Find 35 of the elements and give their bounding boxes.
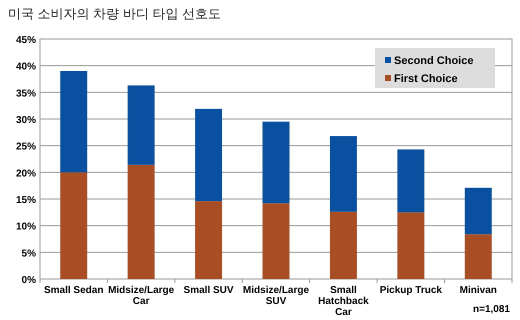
x-tick-label: Midsize/Large SUV <box>242 285 310 307</box>
y-tick-label: 35% <box>16 88 36 100</box>
x-tick-label: Pickup Truck <box>380 285 442 296</box>
chart-title: 미국 소비자의 차량 바디 타입 선호도 <box>8 6 222 21</box>
bar <box>60 71 88 172</box>
x-tick-label: Minivan <box>460 285 497 296</box>
bar <box>330 136 357 212</box>
bar <box>397 149 424 212</box>
y-tick-label: 10% <box>16 222 36 233</box>
legend-label: First Choice <box>394 73 458 85</box>
bar <box>262 203 290 279</box>
y-tick-label: 20% <box>16 168 36 180</box>
bar <box>397 212 424 279</box>
y-tick-label: 15% <box>16 195 36 206</box>
bar <box>464 188 492 234</box>
bar <box>262 122 290 204</box>
y-tick-label: 40% <box>16 62 36 73</box>
bar <box>330 212 357 279</box>
bar <box>128 85 155 165</box>
bar <box>128 164 155 279</box>
bar <box>195 108 222 202</box>
legend-label: Second Choice <box>394 55 474 67</box>
y-tick-label: 0% <box>22 275 36 286</box>
y-tick-label: 25% <box>16 142 36 153</box>
y-tick-label: 30% <box>16 115 36 126</box>
bar <box>464 234 492 279</box>
x-tick-label: Midsize/Large Car <box>108 285 175 307</box>
y-tick-label: 5% <box>22 248 36 260</box>
x-tick-label: Small Hatchback Car <box>318 285 370 318</box>
bar <box>195 201 222 279</box>
bar <box>60 172 88 279</box>
x-tick-label: Small SUV <box>184 285 234 296</box>
x-tick-label: Small Sedan <box>44 285 104 296</box>
y-tick-label: 45% <box>16 35 36 46</box>
text: n=1,081 <box>473 304 510 315</box>
